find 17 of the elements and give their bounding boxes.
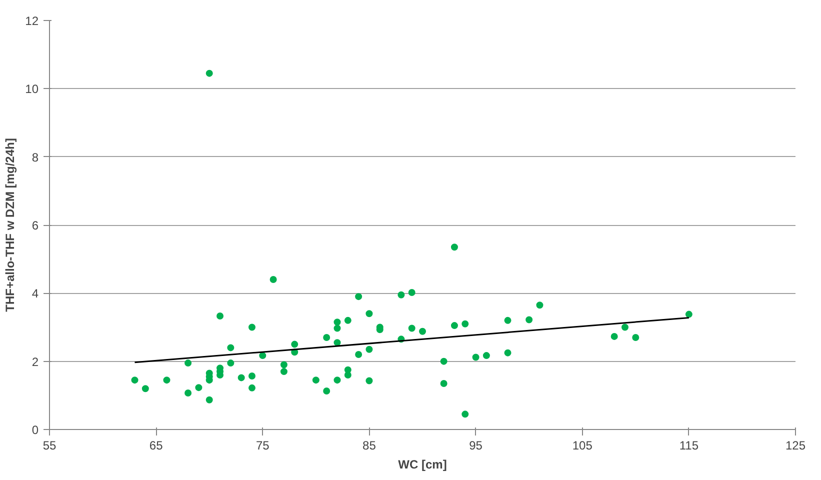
x-tick-label: 105	[572, 438, 593, 452]
x-tick-label: 75	[256, 438, 270, 452]
x-axis-title: WC [cm]	[398, 458, 447, 472]
y-tick-label: 6	[32, 218, 39, 232]
x-tick-label: 85	[362, 438, 376, 452]
x-tick-label: 115	[679, 438, 699, 452]
y-tick-label: 2	[32, 354, 39, 369]
x-tick-label: 55	[42, 438, 56, 452]
x-tick-label: 65	[149, 438, 164, 452]
y-tick-label: 12	[25, 14, 39, 28]
y-tick-label: 8	[32, 150, 39, 164]
y-tick-label: 0	[32, 423, 39, 437]
y-axis-title: THF+allo-THF w DZM [mg/24h]	[3, 138, 18, 312]
x-tick-label: 125	[785, 438, 806, 452]
x-tick-label: 95	[469, 438, 483, 452]
y-tick-label: 4	[32, 286, 39, 301]
y-tick-label: 10	[25, 82, 39, 96]
